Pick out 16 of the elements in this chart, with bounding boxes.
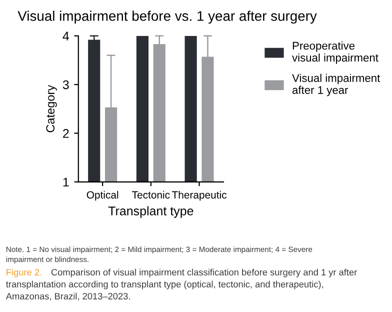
y-tick-label: 2 [63, 129, 69, 138]
y-tick-label: 1 [63, 178, 69, 186]
x-tick-label: Therapeutic [172, 190, 226, 201]
chart-title: Visual impairment before vs. 1 year after surgery [18, 10, 317, 24]
y-tick-label: 4 [62, 32, 70, 40]
legend-label: Preoperative visual impairment [292, 42, 378, 64]
x-tick-label: Optical [86, 190, 118, 201]
text: Comparison of visual impairment classification before surgery and 1 yr after [51, 268, 358, 278]
y-axis-title: Category [46, 84, 57, 132]
legend-label: Visual impairment after 1 year [292, 74, 380, 96]
text: transplantation according to transplant type (optical, tectonic, and therapeutic), [6, 280, 324, 290]
x-axis-title: Transplant type [108, 206, 194, 218]
y-tick-label: 3 [62, 80, 69, 90]
caption: Figure 2. [6, 268, 42, 278]
text: Amazonas, Brazil, 2013–2023. [6, 292, 130, 301]
x-tick-label: Tectonic [132, 190, 170, 199]
